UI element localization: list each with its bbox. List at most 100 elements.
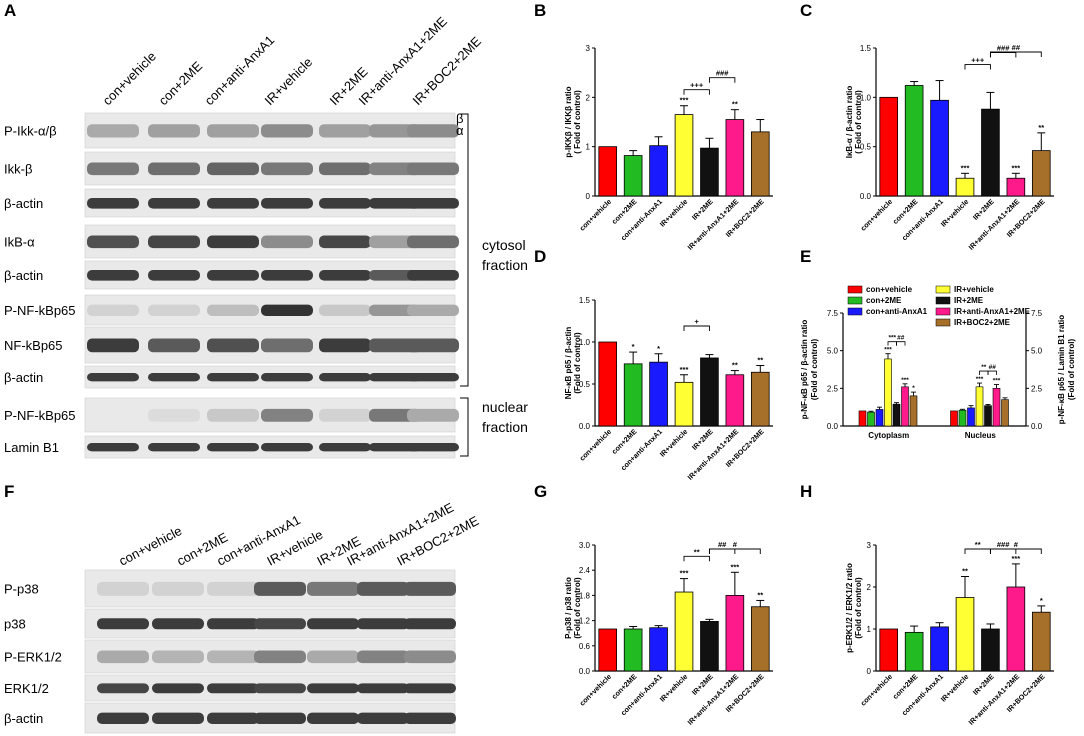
x-category-label: IR+vehicle — [658, 427, 690, 459]
blot-row-label: NF-kBp65 — [4, 338, 63, 353]
y-axis-label: p-ERK1/2 / ERK1/2 ratio — [845, 563, 854, 653]
bar — [1001, 399, 1009, 427]
comparison-label: ## — [718, 540, 727, 549]
significance-marker: ** — [732, 361, 738, 370]
significance-marker: *** — [976, 376, 984, 383]
comparison-label: # — [1014, 540, 1019, 549]
y-tick-label: 3 — [867, 541, 872, 550]
y-tick-label: 1.5 — [860, 44, 872, 53]
bar — [901, 386, 909, 427]
blot-a-row-0-band — [207, 124, 259, 138]
blot-f-row-3-band — [97, 683, 149, 694]
blot-a-row-1-band — [319, 162, 371, 176]
blot-a-row-4-band — [207, 269, 259, 281]
bar — [623, 363, 643, 427]
blot-a-row-2-band — [261, 197, 313, 209]
blot-f-row-4-band — [254, 712, 306, 724]
bar — [955, 177, 975, 197]
blot-row-label: β-actin — [4, 711, 43, 726]
blot-f-row-4-band — [404, 712, 456, 724]
significance-marker: * — [657, 344, 660, 353]
bar — [967, 407, 975, 427]
bar-chart-b: 0 1 2 3 p-IKKβ / IKKβ ratio( Fold of control… — [564, 44, 773, 252]
blot-a-row-7-band — [87, 373, 139, 382]
blot-f-row-1-band — [307, 618, 359, 630]
blot-a-row-7-band — [319, 373, 371, 382]
y-axis-label: IκB-α / β-actin ratio — [845, 86, 854, 159]
comparison-bracket — [887, 341, 897, 346]
significance-marker: ** — [962, 567, 968, 576]
western-blot-panel-f: con+vehiclecon+2MEcon+anti-AnxA1IR+vehic… — [4, 500, 481, 734]
legend-swatch — [935, 285, 951, 294]
bar — [975, 386, 984, 427]
comparison-label: ** — [975, 540, 981, 549]
legend-label: IR+anti-AnxA1+2ME — [954, 307, 1031, 316]
significance-marker: *** — [1011, 554, 1020, 563]
blot-a-lane-labels: con+vehiclecon+2MEcon+anti-AnxA1IR+vehic… — [100, 13, 485, 108]
blot-f-row-0-band — [152, 581, 204, 596]
bar — [892, 403, 901, 427]
y-axis-label: NF-κB p65 / β-actin — [564, 327, 573, 400]
blot-a-row-5-band — [407, 304, 459, 316]
blot-a-row-5-band — [319, 304, 371, 316]
blot-row-label: P-NF-kBp65 — [4, 303, 76, 318]
blot-row-label: P-ERK1/2 — [4, 650, 62, 665]
cytosol-label-line2: fraction — [482, 257, 528, 273]
y-tick-label: 1.8 — [579, 591, 591, 600]
blot-a-row-8-band — [407, 408, 459, 422]
x-category-label: IR+2ME — [690, 197, 715, 222]
comparison-bracket — [987, 370, 997, 376]
blot-row-label: β-actin — [4, 268, 43, 283]
cytosol-label-line1: cytosol — [482, 237, 526, 253]
blot-a-row-8-band — [207, 408, 259, 422]
bar — [700, 621, 719, 672]
bar — [649, 361, 668, 427]
y-tick-label: 5.0 — [827, 347, 839, 356]
legend-swatch — [847, 296, 863, 305]
significance-marker: *** — [680, 96, 689, 105]
bar — [1031, 150, 1051, 197]
y-tick-label: 1.5 — [579, 296, 591, 305]
y-tick-label: 2.4 — [579, 566, 591, 575]
blot-a-row-3-band — [148, 235, 200, 249]
blot-row-label: ERK1/2 — [4, 681, 49, 696]
blot-a-row-7-band — [261, 373, 313, 382]
blot-f-row-4-band — [97, 712, 149, 724]
blot-a-row-9-band — [407, 443, 459, 452]
bar — [867, 411, 875, 427]
comparison-label: # — [733, 540, 738, 549]
bar — [674, 591, 694, 672]
blot-f-row-3-band — [152, 683, 204, 694]
y-tick-label: 0.0 — [579, 422, 591, 431]
blot-f-row-1-band — [207, 618, 259, 630]
bar — [981, 108, 1000, 197]
y-tick-label: 1 — [586, 143, 591, 152]
blot-a-row-0-band — [261, 124, 313, 138]
blot-a-row-9-band — [319, 443, 371, 452]
blot-a-row-2-band — [407, 197, 459, 209]
band-marker-beta: β — [456, 111, 463, 126]
blot-a-row-3-band — [87, 235, 139, 249]
x-category-label: IR+vehicle — [658, 672, 690, 704]
comparison-label: ### — [716, 69, 729, 78]
bar — [750, 606, 770, 672]
legend-label: IR+vehicle — [954, 285, 994, 294]
x-category-label: con+vehicle — [578, 672, 614, 708]
panel-letter-d: D — [534, 247, 546, 266]
x-category-label: IR+2ME — [690, 427, 715, 452]
y-tick-label: 0.6 — [579, 642, 591, 651]
blot-f-row-2-band — [97, 650, 149, 664]
blot-f-row-2-band — [307, 650, 359, 664]
panel-letter-c: C — [800, 1, 812, 20]
comparison-label: ### — [997, 540, 1010, 549]
bar-chart-c: 0.0 0.5 1.0 1.5 IκB-α / β-actin ratio( Fold … — [845, 43, 1054, 252]
blot-f-row-3-band — [357, 683, 409, 694]
legend-swatch — [935, 307, 951, 316]
y-axis-label-sub: (Fold of control) — [573, 577, 582, 639]
y-axis-label-sub: ( Fold of control) — [573, 90, 582, 154]
comparison-bracket — [683, 325, 710, 331]
significance-marker: *** — [680, 569, 689, 578]
bar — [950, 410, 958, 427]
x-category-label: IR+vehicle — [939, 197, 971, 229]
y-axis-label-sub: (Fold of control) — [573, 332, 582, 394]
